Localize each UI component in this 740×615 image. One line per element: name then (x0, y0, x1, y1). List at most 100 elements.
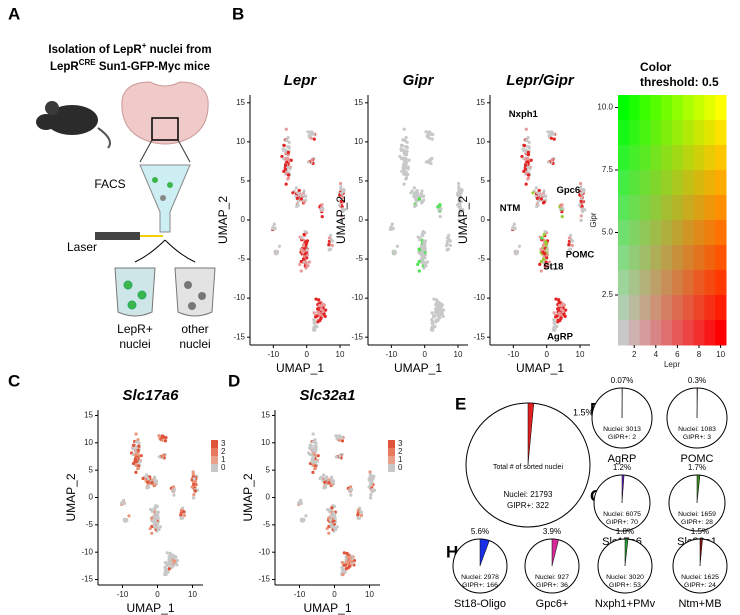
cell-dot (414, 191, 418, 195)
tube-label: nuclei (119, 337, 150, 351)
cell-dot (340, 191, 344, 195)
pie-gipr: GIPR+: 53 (609, 582, 641, 589)
cell-dot (157, 434, 161, 438)
pie-gipr: GIPR+: 322 (507, 501, 550, 510)
cell-dot (320, 203, 324, 207)
cell-dot (421, 229, 425, 234)
pie-nuclei: Nuclei: 3013 (603, 426, 641, 433)
x-tick-label: 2 (632, 350, 637, 359)
x-tick-label: 8 (697, 350, 702, 359)
x-tick-label: 10 (336, 350, 345, 359)
cell-dot (134, 470, 138, 474)
cell-dot (437, 304, 442, 308)
heatmap-cell (704, 320, 716, 346)
pie-percent: 1.8% (616, 527, 634, 536)
cell-dot (422, 260, 426, 264)
cell-dot (546, 130, 550, 134)
legend-swatch (211, 456, 218, 464)
panel-label: B (232, 4, 244, 23)
cell-dot (330, 475, 334, 479)
arrow (164, 239, 196, 263)
cell-dot (322, 312, 326, 316)
cell-dot (166, 570, 170, 574)
cell-dot (368, 496, 373, 500)
cell-dot (523, 167, 527, 171)
cell-dot (310, 130, 314, 135)
y-tick-label: 0 (89, 493, 94, 502)
cell-dot (313, 448, 317, 452)
heatmap-cell (618, 145, 630, 171)
cell-dot (157, 455, 161, 459)
nucleus (160, 195, 166, 201)
cell-dot (456, 181, 461, 186)
cell-dot (369, 477, 373, 481)
cell-dot (541, 250, 545, 254)
y-tick-label: 10 (236, 137, 245, 146)
cell-dot (554, 297, 558, 301)
cell-dot (338, 203, 342, 207)
cell-dot (402, 127, 406, 131)
heatmap-cell (672, 295, 684, 321)
cell-dot (182, 510, 186, 514)
cell-dot (316, 320, 320, 324)
heatmap-cell (693, 145, 705, 171)
heatmap-cell (672, 95, 684, 121)
cell-dot (579, 218, 583, 222)
cluster-label: AgRP (547, 332, 574, 343)
cell-dot (317, 311, 321, 315)
x-tick-label: -10 (117, 590, 129, 599)
cell-dot (522, 143, 526, 147)
cell-dot (403, 138, 407, 143)
cell-dot (151, 508, 155, 512)
cell-dot (457, 214, 461, 218)
cell-dot (302, 200, 306, 204)
heatmap-cell (704, 245, 716, 271)
axis-label: Gipr (589, 212, 598, 227)
cell-dot (303, 229, 307, 234)
panel-label: E (455, 394, 466, 413)
nucleus (167, 182, 173, 188)
cell-dot (172, 485, 176, 489)
cell-dot (513, 249, 518, 253)
cell-dot (327, 242, 331, 247)
cell-dot (567, 248, 571, 252)
zoom-line (139, 139, 153, 163)
cell-dot (368, 470, 372, 474)
cell-dot (514, 252, 518, 256)
cell-dot (526, 135, 530, 140)
cell-dot (298, 262, 302, 266)
pie-percent: 3.9% (543, 527, 561, 536)
cell-dot (542, 189, 546, 193)
heatmap-cell (639, 220, 651, 246)
cell-dot (328, 508, 332, 512)
legend-label: 3 (398, 439, 403, 448)
x-axis-label: UMAP_1 (303, 601, 351, 615)
cell-dot (152, 518, 156, 522)
title-part: Isolation of LepR (48, 44, 142, 56)
cell-dot (434, 320, 438, 324)
cell-dot (457, 218, 461, 222)
y-tick-label: -15 (258, 575, 270, 584)
cell-dot (524, 127, 528, 131)
heatmap-cell (650, 95, 662, 121)
cell-dot (285, 156, 290, 161)
cell-dot (314, 315, 318, 319)
x-tick-label: 0 (304, 350, 309, 359)
pie-wedge (699, 538, 703, 567)
cell-dot (319, 304, 324, 308)
cell-dot (150, 531, 154, 535)
legend-swatch (211, 464, 218, 472)
cell-dot (345, 551, 349, 555)
cell-dot (529, 158, 533, 162)
cell-dot (327, 531, 331, 535)
cell-dot (332, 525, 336, 529)
cell-dot (524, 163, 528, 167)
illustration (36, 81, 216, 317)
cell-dot (306, 130, 310, 134)
cell-dot (171, 555, 175, 560)
cell-dot (136, 448, 140, 452)
cell-dot (423, 248, 427, 252)
cell-dot (334, 527, 338, 532)
cell-dot (338, 454, 342, 458)
heatmap-cell (704, 220, 716, 246)
